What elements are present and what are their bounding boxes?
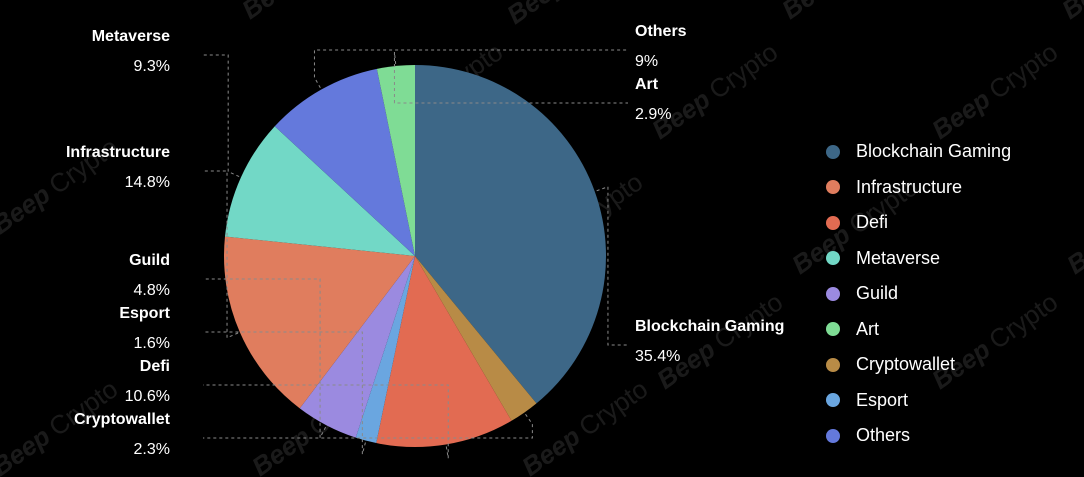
slice-value-defi: 10.6% — [125, 388, 170, 405]
watermark-text: BeepCrypto — [1061, 172, 1084, 280]
legend-swatch-icon — [826, 144, 840, 159]
pie-slice-others[interactable] — [274, 68, 415, 257]
slice-label-esport: Esport — [119, 305, 170, 322]
pie-slice-esport[interactable] — [355, 256, 415, 444]
watermark-brand: Beep — [246, 421, 315, 477]
slice-value-esport: 1.6% — [134, 335, 170, 352]
slice-label-infrastructure: Infrastructure — [66, 144, 170, 161]
leader-line-infrastructure — [203, 170, 239, 339]
leader-line-esport — [203, 331, 366, 455]
legend-label: Metaverse — [856, 247, 941, 268]
watermark-word: Crypto — [703, 37, 783, 105]
slice-label-cryptowallet: Cryptowallet — [74, 411, 171, 428]
legend-item-esport[interactable]: Esport — [826, 383, 1011, 419]
watermark-text: BeepCrypto — [646, 37, 783, 145]
watermark-brand: Beep — [1061, 219, 1084, 280]
legend-label: Esport — [856, 389, 909, 410]
legend-item-infrastructure[interactable]: Infrastructure — [826, 170, 1011, 206]
watermark-word: Crypto — [43, 374, 123, 442]
watermark-brand: Beep — [236, 0, 305, 25]
legend-swatch-icon — [826, 357, 840, 372]
legend-swatch-icon — [826, 322, 840, 337]
legend-item-art[interactable]: Art — [826, 312, 1011, 348]
legend-label: Art — [856, 318, 880, 339]
watermark-text: BeepCrypto — [1056, 0, 1084, 25]
label-leader-lines — [203, 49, 628, 459]
slice-label-metaverse: Metaverse — [92, 28, 170, 45]
legend-label: Defi — [856, 212, 889, 233]
leader-line-guild — [203, 278, 327, 438]
watermark-word: Crypto — [43, 132, 123, 200]
slice-labels: Blockchain Gaming 35.4% Cryptowallet 2.3% De… — [66, 23, 784, 458]
watermark-brand: Beep — [0, 179, 56, 240]
legend-swatch-icon — [826, 286, 840, 301]
slice-label-art: Art — [635, 76, 659, 93]
legend-swatch-icon — [826, 251, 840, 266]
slice-label-others: Others — [635, 23, 687, 40]
leader-line-art — [393, 51, 628, 104]
pie-slice-guild[interactable] — [299, 256, 415, 438]
legend-swatch-icon — [826, 428, 840, 443]
slice-value-others: 9% — [635, 53, 658, 70]
pie-slice-blockchain-gaming[interactable] — [415, 65, 606, 404]
chart-legend: Blockchain Gaming Infrastructure Defi Metav… — [826, 134, 1011, 454]
slice-label-defi: Defi — [140, 358, 170, 375]
slice-value-blockchain-gaming: 35.4% — [635, 348, 680, 365]
watermark-text: BeepCrypto — [236, 0, 373, 25]
slice-value-art: 2.9% — [635, 106, 671, 123]
watermark-text: BeepCrypto — [776, 0, 913, 25]
pie-slice-infrastructure[interactable] — [223, 236, 415, 409]
slice-value-guild: 4.8% — [134, 282, 170, 299]
pie-slice-cryptowallet[interactable] — [415, 256, 537, 421]
leader-line-others — [313, 49, 628, 89]
pie-slice-metaverse[interactable] — [224, 126, 415, 257]
watermark-text: BeepCrypto — [926, 37, 1063, 145]
legend-label: Others — [856, 425, 911, 446]
leader-line-cryptowallet — [203, 413, 533, 439]
watermark-text: BeepCrypto — [501, 0, 638, 30]
watermark-brand: Beep — [776, 0, 845, 25]
slice-value-metaverse: 9.3% — [134, 58, 170, 75]
legend-item-guild[interactable]: Guild — [826, 276, 1011, 312]
legend-label: Infrastructure — [856, 176, 963, 197]
watermark-word: Crypto — [573, 374, 653, 442]
slice-value-cryptowallet: 2.3% — [134, 441, 170, 458]
watermark-brand: Beep — [0, 421, 56, 477]
watermark-brand: Beep — [1056, 0, 1084, 25]
slice-value-infrastructure: 14.8% — [125, 174, 170, 191]
legend-label: Guild — [856, 283, 899, 304]
watermark-word: Crypto — [983, 37, 1063, 105]
watermark-text: BeepCrypto — [651, 287, 788, 395]
leader-line-metaverse — [203, 54, 240, 177]
slice-label-blockchain-gaming: Blockchain Gaming — [635, 318, 784, 335]
leader-line-blockchain-gaming — [596, 186, 628, 346]
legend-swatch-icon — [826, 215, 840, 230]
watermark-brand: Beep — [516, 421, 585, 477]
legend-item-others[interactable]: Others — [826, 418, 1011, 454]
slice-label-guild: Guild — [129, 252, 170, 269]
leader-line-defi — [203, 384, 449, 459]
legend-swatch-icon — [826, 393, 840, 408]
pie-slices — [223, 65, 606, 447]
legend-label: Blockchain Gaming — [856, 141, 1012, 162]
watermark-brand: Beep — [501, 0, 570, 30]
pie-slice-art[interactable] — [376, 65, 415, 256]
legend-item-blockchain-gaming[interactable]: Blockchain Gaming — [826, 134, 1011, 170]
legend-item-defi[interactable]: Defi — [826, 205, 1011, 241]
legend-item-metaverse[interactable]: Metaverse — [826, 241, 1011, 277]
legend-label: Cryptowallet — [856, 354, 956, 375]
pie-slice-defi[interactable] — [376, 256, 512, 447]
legend-swatch-icon — [826, 180, 840, 195]
legend-item-cryptowallet[interactable]: Cryptowallet — [826, 347, 1011, 383]
